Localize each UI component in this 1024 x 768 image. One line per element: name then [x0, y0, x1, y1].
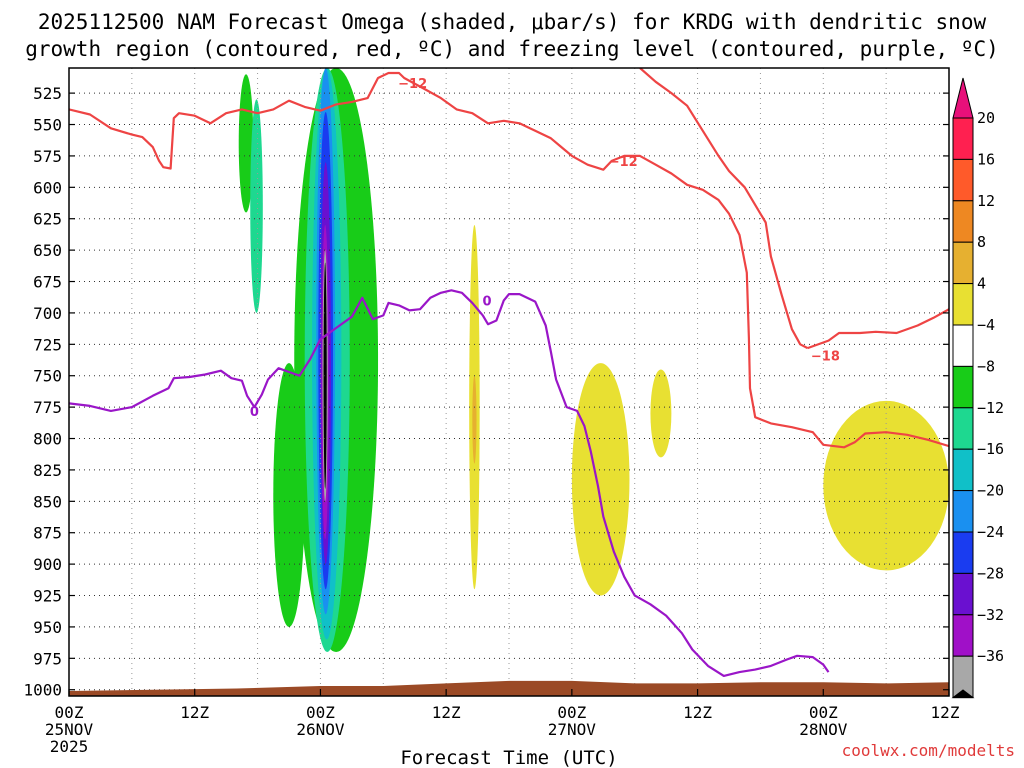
terrain-surface: [69, 680, 949, 696]
y-tick-label-625: 625: [33, 210, 62, 229]
colorbar-swatch-5: [952, 324, 974, 367]
contour-label-4: 0: [482, 294, 491, 309]
colorbar-label-1: 16: [977, 150, 995, 168]
y-tick-label-675: 675: [33, 273, 62, 292]
colorbar-label-4: 4: [977, 275, 986, 293]
y-tick-label-775: 775: [33, 398, 62, 417]
colorbar-label-12: −32: [977, 606, 1004, 624]
x-tick-label-72-0: 00Z: [809, 703, 838, 722]
x-tick-label-36-0: 12Z: [432, 703, 461, 722]
contour-line-0: [69, 71, 949, 449]
x-tick-label-0-2: 2025: [50, 737, 89, 756]
y-tick-label-550: 550: [33, 116, 62, 135]
x-tick-label-0-1: 25NOV: [45, 720, 94, 739]
x-tick-label-0-0: 00Z: [55, 703, 84, 722]
omega-region-14: [571, 363, 630, 596]
colorbar-swatch-6: [952, 365, 974, 409]
contour-label-3: 0: [250, 405, 259, 420]
colorbar-bottom-arrow: [951, 689, 975, 699]
y-axis-ticks: 525 550 575 600 625 650 675 700 725 750 775 800 825 8…: [23, 84, 949, 700]
colorbar-label-3: 8: [977, 233, 986, 251]
y-tick-label-750: 750: [33, 367, 62, 386]
colorbar-label-13: −36: [977, 647, 1004, 665]
omega-region-11: [323, 262, 327, 489]
colorbar-swatch-10: [952, 531, 974, 574]
colorbar-swatch-11: [952, 572, 974, 616]
y-tick-label-525: 525: [33, 84, 62, 103]
y-tick-label-950: 950: [33, 618, 62, 637]
colorbar-swatch-9: [952, 490, 974, 533]
y-tick-label-900: 900: [33, 555, 62, 574]
colorbar-swatch-0: [952, 117, 974, 160]
colorbar-top-arrow: [952, 77, 974, 119]
chart-title-line-2: growth region (contoured, red, ºC) and f…: [25, 37, 999, 61]
y-tick-label-875: 875: [33, 524, 62, 543]
omega-region-15: [650, 369, 672, 458]
y-tick-label-650: 650: [33, 241, 62, 260]
contour-label-1: −12: [609, 155, 638, 170]
y-tick-label-600: 600: [33, 178, 62, 197]
x-tick-label-60-0: 12Z: [683, 703, 712, 722]
y-tick-label-725: 725: [33, 335, 62, 354]
y-tick-label-975: 975: [33, 649, 62, 668]
colorbar-label-7: −12: [977, 399, 1004, 417]
x-tick-label-12-0: 12Z: [180, 703, 209, 722]
colorbar-swatch-7: [952, 407, 974, 450]
y-tick-label-800: 800: [33, 430, 62, 449]
contour-line-2: [807, 308, 949, 350]
contour-labels: −12 −12 −18 0 0: [250, 77, 840, 420]
colorbar-label-11: −28: [977, 564, 1004, 582]
colorbar-label-2: 12: [977, 192, 995, 210]
colorbar-swatch-2: [952, 200, 974, 243]
x-tick-label-48-0: 00Z: [557, 703, 586, 722]
plot-area: [69, 68, 949, 696]
y-tick-label-825: 825: [33, 461, 62, 480]
colorbar: 20 16 12 8 4 −4 −8 −12 −16 −20 −24 −28 −32 −36: [951, 77, 1004, 699]
y-tick-label-700: 700: [33, 304, 62, 323]
y-tick-label-925: 925: [33, 587, 62, 606]
x-axis-title: Forecast Time (UTC): [400, 747, 617, 768]
chart-title-line-1: 2025112500 NAM Forecast Omega (shaded, μ…: [38, 10, 987, 34]
colorbar-swatch-8: [952, 448, 974, 492]
credit-link[interactable]: coolwx.com/modelts: [842, 741, 1015, 760]
y-tick-label-850: 850: [33, 492, 62, 511]
contour-line-3: [69, 289, 830, 677]
contour-lines: [69, 68, 949, 677]
x-tick-label-84-0: 12Z: [931, 703, 960, 722]
x-tick-label-72-1: 28NOV: [799, 720, 848, 739]
contour-line-1: [639, 68, 809, 350]
omega-region-16: [823, 400, 949, 571]
grid-lines: [69, 68, 949, 696]
x-tick-label-24-1: 26NOV: [296, 720, 345, 739]
colorbar-label-0: 20: [977, 109, 995, 127]
colorbar-swatch-3: [952, 241, 974, 285]
contour-label-2: −18: [811, 350, 840, 365]
colorbar-swatch-12: [952, 614, 974, 657]
omega-region-1: [250, 99, 263, 313]
y-tick-label-575: 575: [33, 147, 62, 166]
contour-label-0: −12: [398, 77, 427, 92]
omega-shading: [238, 68, 949, 653]
x-tick-label-24-0: 00Z: [306, 703, 335, 722]
y-tick-label-1000: 1000: [23, 681, 62, 700]
colorbar-swatch-4: [952, 283, 974, 326]
x-tick-label-48-1: 27NOV: [548, 720, 597, 739]
omega-region-13: [472, 375, 477, 464]
colorbar-label-9: −20: [977, 482, 1004, 500]
colorbar-label-5: −4: [977, 316, 995, 334]
colorbar-label-6: −8: [977, 357, 995, 375]
colorbar-label-8: −16: [977, 440, 1004, 458]
plot-frame: [68, 67, 950, 697]
colorbar-swatch-1: [952, 158, 974, 202]
colorbar-label-10: −24: [977, 523, 1004, 541]
